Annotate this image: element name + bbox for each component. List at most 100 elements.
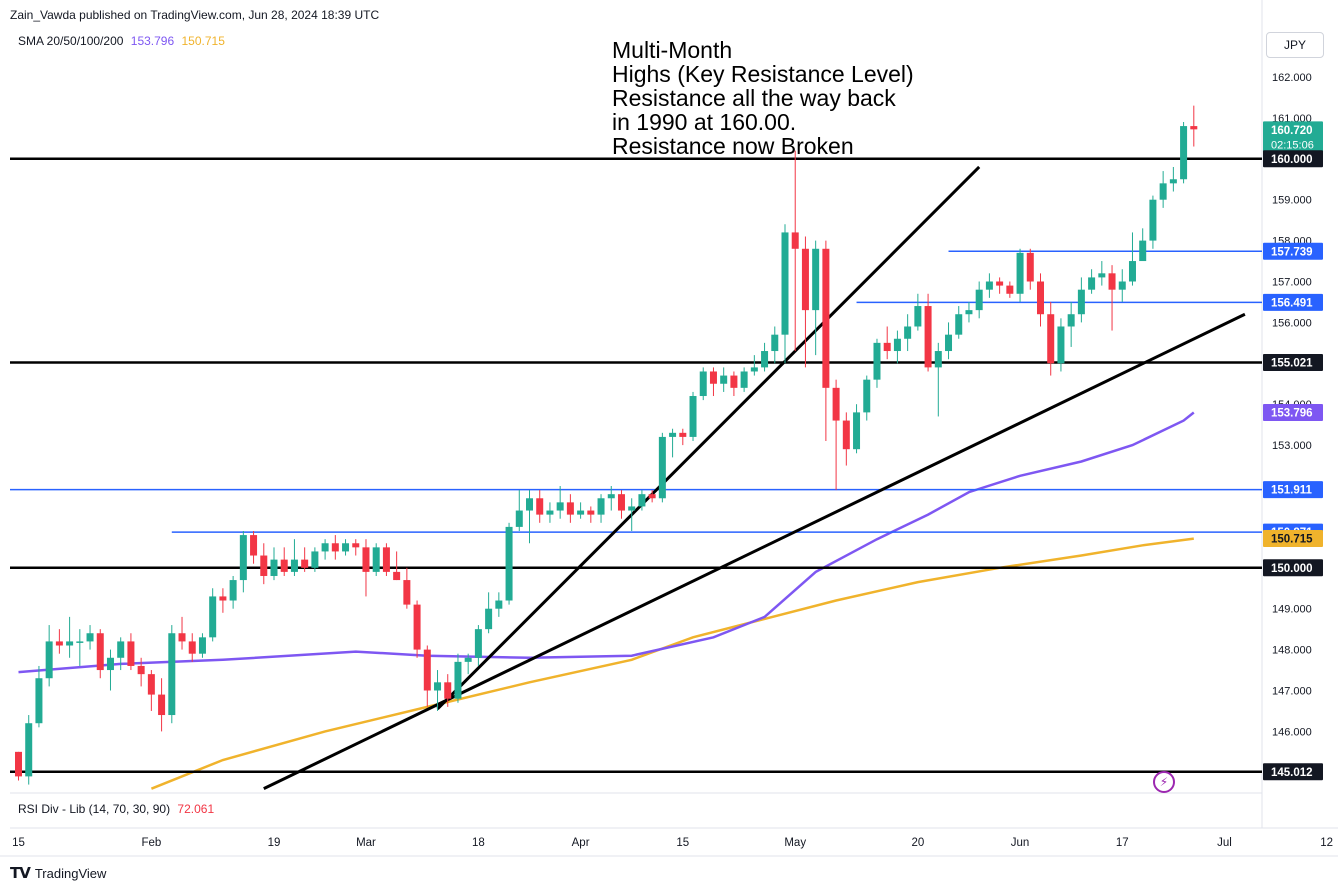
lightning-alert-icon[interactable]: ⚡ — [1153, 771, 1175, 793]
candle-body — [853, 412, 861, 450]
candle-body — [546, 510, 554, 515]
candle-body — [35, 678, 43, 724]
y-tick-label: 153.000 — [1272, 440, 1312, 452]
candle-body — [1118, 281, 1126, 290]
candle-body — [55, 641, 63, 646]
candle-body — [812, 248, 820, 311]
candle-body — [863, 379, 871, 413]
price-label-box — [1263, 481, 1323, 499]
candle-body — [648, 494, 656, 499]
candle-body — [229, 580, 237, 601]
candle-body — [720, 375, 728, 384]
x-tick-label: May — [784, 837, 806, 849]
candle-body — [893, 338, 901, 352]
price-label-blue: 157.739 — [1271, 246, 1313, 258]
candle-body — [362, 547, 370, 572]
candle-body — [331, 543, 339, 552]
candle-body — [311, 551, 319, 568]
candle-body — [250, 535, 258, 556]
currency-selector[interactable]: JPY — [1266, 32, 1324, 58]
sma-value-orange: 150.715 — [181, 34, 225, 48]
candle-body — [209, 596, 217, 638]
sma-legend[interactable]: SMA 20/50/100/200 153.796 150.715 — [18, 34, 225, 48]
candle-body — [474, 629, 482, 658]
price-label-orange: 150.715 — [1271, 534, 1313, 546]
candle-body — [25, 723, 33, 777]
candle-body — [1169, 179, 1177, 184]
candle-body — [628, 506, 636, 511]
candle-body — [556, 502, 564, 511]
candle-body — [658, 436, 666, 499]
countdown-label: 02:15:06 — [1271, 139, 1314, 151]
candle-body — [168, 633, 176, 716]
candle-body — [617, 494, 625, 511]
price-label-box — [1263, 242, 1323, 260]
candle-body — [709, 371, 717, 384]
candle-body — [290, 559, 298, 572]
candle-body — [832, 387, 840, 421]
candle-body — [66, 641, 74, 646]
candle-body — [822, 248, 830, 388]
candle-body — [924, 306, 932, 368]
plot-area — [10, 105, 1262, 791]
price-label-purple: 153.796 — [1271, 408, 1313, 420]
brand-name: TradingView — [34, 865, 107, 881]
candle-body — [1139, 240, 1147, 262]
candle-body — [260, 555, 268, 576]
candle-body — [280, 559, 288, 572]
candle-body — [505, 526, 513, 601]
x-tick-label: Apr — [572, 837, 590, 849]
candle-body — [147, 674, 155, 695]
candle-body — [1088, 277, 1096, 290]
x-tick-label: Feb — [141, 837, 161, 849]
candle-body — [904, 326, 912, 339]
candle-body — [117, 641, 125, 658]
candle-body — [526, 498, 533, 511]
candle-body — [761, 351, 769, 368]
x-tick-label: Jul — [1217, 837, 1232, 849]
candle-body — [679, 432, 687, 437]
candle-body — [985, 281, 993, 290]
x-tick-label: 20 — [911, 837, 924, 849]
x-tick-label: 17 — [1116, 837, 1129, 849]
candle-body — [464, 657, 472, 662]
candle-body — [352, 543, 360, 548]
price-label-black: 155.021 — [1271, 357, 1313, 369]
candle-body — [883, 342, 891, 352]
candle-body — [669, 432, 677, 437]
candle-body — [1098, 273, 1106, 278]
y-tick-label: 148.000 — [1272, 645, 1312, 657]
candle-body — [801, 248, 809, 311]
x-tick-label: 15 — [676, 837, 689, 849]
candle-body — [607, 494, 615, 499]
candle-body — [96, 633, 104, 671]
candle-body — [403, 580, 411, 605]
candle-body — [321, 543, 329, 552]
candle-body — [45, 641, 53, 679]
price-label-box — [1263, 121, 1323, 154]
tradingview-logo[interactable]: TV TradingView — [10, 864, 106, 882]
y-tick-label: 149.000 — [1272, 604, 1312, 616]
x-tick-label: 19 — [268, 837, 281, 849]
price-label-black: 150.000 — [1271, 563, 1313, 575]
candle-body — [423, 649, 431, 691]
candle-body — [914, 306, 922, 327]
candle-body — [975, 289, 983, 311]
candle-body — [730, 375, 738, 388]
candle-body — [188, 641, 196, 654]
candle-body — [1026, 252, 1034, 282]
candle-body — [413, 604, 421, 650]
sma-label: SMA 20/50/100/200 — [18, 34, 124, 48]
price-label-box — [1263, 559, 1323, 577]
candle-body — [372, 547, 380, 572]
y-tick-label: 146.000 — [1272, 726, 1312, 738]
candle-body — [873, 342, 881, 380]
candle-body — [76, 641, 84, 643]
candle-body — [965, 310, 973, 315]
rsi-legend[interactable]: RSI Div - Lib (14, 70, 30, 90) 72.061 — [18, 802, 214, 816]
candle-body — [842, 420, 850, 450]
candle-body — [771, 334, 779, 352]
candle-body — [566, 502, 574, 515]
candle-body — [515, 510, 523, 527]
